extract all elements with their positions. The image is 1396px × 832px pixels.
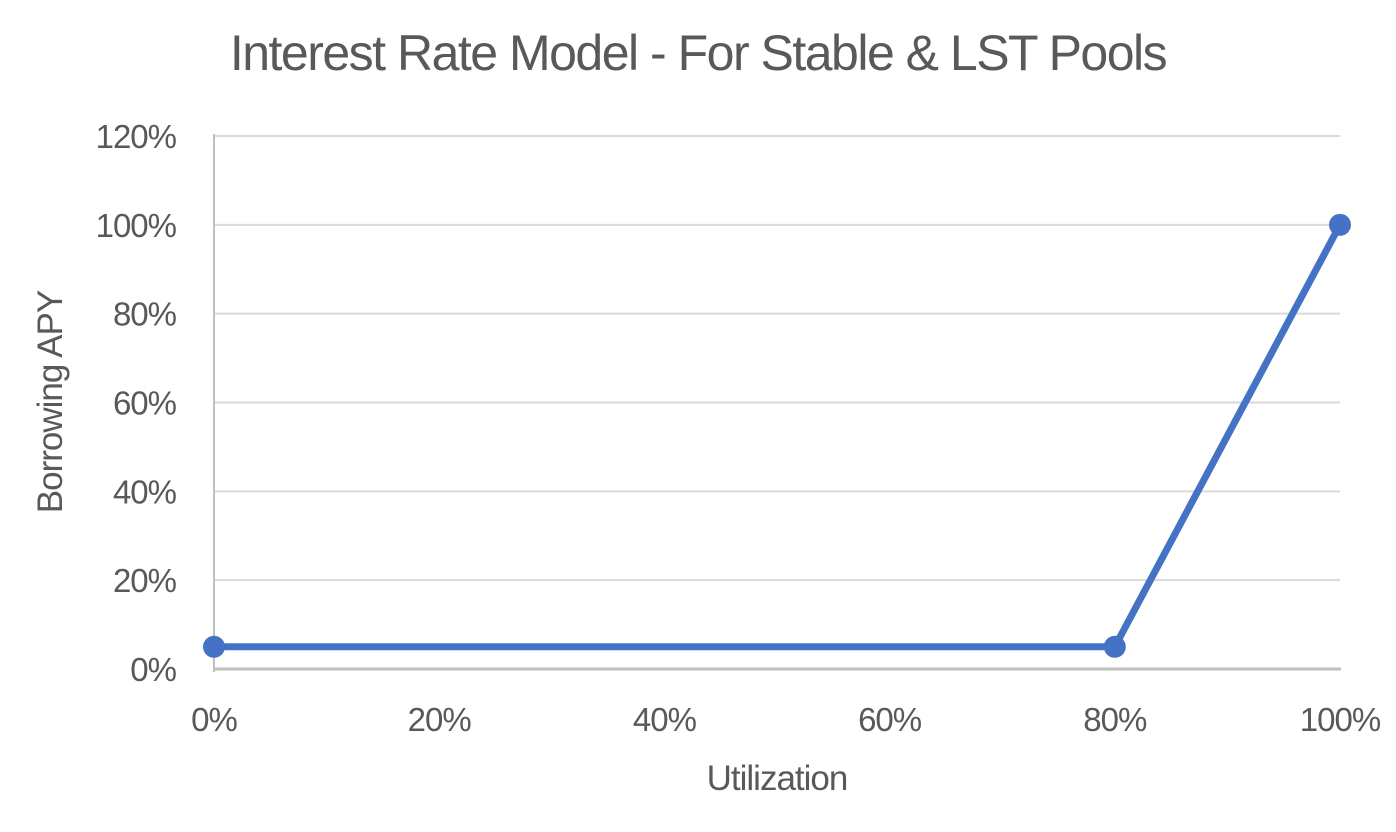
tick-label-group: 0% 20% 40% 60% 80% 100% 120% 0% 20% 40% 60% 80% 100%	[96, 118, 1382, 738]
y-tick-label: 100%	[96, 207, 177, 244]
y-tick-label: 120%	[96, 118, 177, 155]
x-tick-label: 20%	[408, 701, 472, 738]
series-line	[210, 221, 1344, 651]
data-point-marker	[1329, 213, 1351, 236]
y-tick-label: 40%	[113, 473, 177, 510]
x-tick-label: 100%	[1300, 701, 1381, 738]
x-tick-label: 40%	[633, 701, 697, 738]
y-tick-label: 20%	[113, 562, 177, 599]
data-point-marker	[203, 635, 225, 658]
chart-title: Interest Rate Model - For Stable & LST P…	[229, 25, 1168, 81]
x-tick-label: 0%	[191, 701, 237, 738]
y-tick-label: 60%	[113, 385, 177, 422]
x-tick-label: 60%	[858, 701, 922, 738]
y-tick-label: 80%	[113, 296, 177, 333]
series-group	[203, 213, 1351, 658]
y-tick-label: 0%	[130, 651, 176, 688]
gridline-group	[214, 135, 1340, 582]
y-axis-title: Borrowing APY	[31, 290, 70, 513]
x-tick-label: 80%	[1083, 701, 1147, 738]
x-axis-title: Utilization	[707, 759, 848, 798]
axis-line-group	[213, 134, 1341, 672]
data-point-marker	[1103, 635, 1126, 658]
